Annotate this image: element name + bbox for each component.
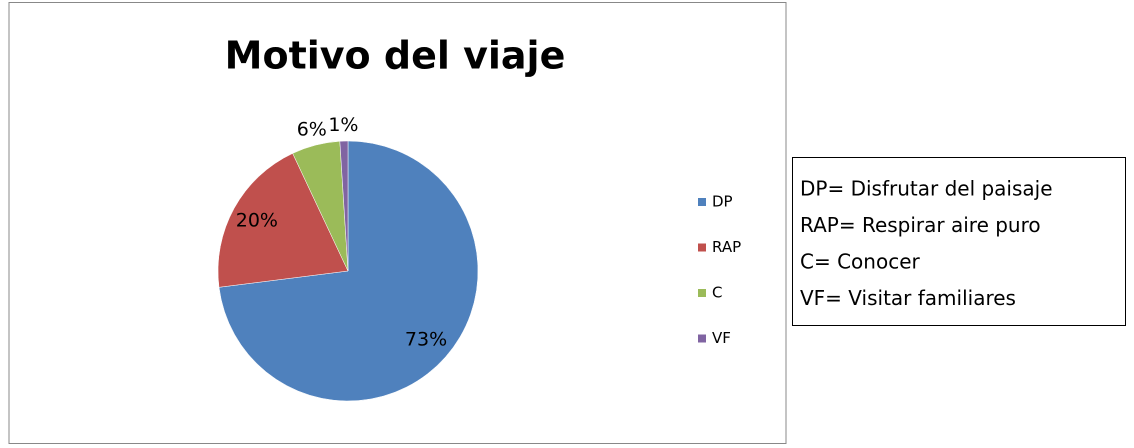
note-box — [792, 157, 1126, 326]
note-line: DP= Disfrutar del paisaje — [800, 177, 1053, 201]
legend-swatch — [698, 289, 706, 297]
legend-swatch — [698, 243, 706, 252]
note-line: C= Conocer — [800, 250, 920, 274]
note-line: RAP= Respirar aire puro — [800, 213, 1041, 237]
data-label: 6% — [297, 118, 327, 140]
pie-slice — [217, 153, 349, 288]
chart-title: Motivo del viaje — [225, 34, 566, 78]
note-line: VF= Visitar familiares — [800, 286, 1016, 310]
legend-label: RAP — [712, 238, 741, 256]
legend-label: DP — [712, 193, 733, 211]
legend-swatch — [698, 198, 706, 206]
legend-label: C — [712, 284, 722, 302]
data-label: 1% — [328, 114, 358, 136]
legend-label: VF — [712, 329, 731, 347]
pie-slice — [339, 140, 349, 272]
data-label: 73% — [405, 328, 447, 350]
data-label: 20% — [236, 209, 278, 231]
legend-swatch — [698, 334, 706, 343]
pie-slice — [218, 140, 479, 402]
